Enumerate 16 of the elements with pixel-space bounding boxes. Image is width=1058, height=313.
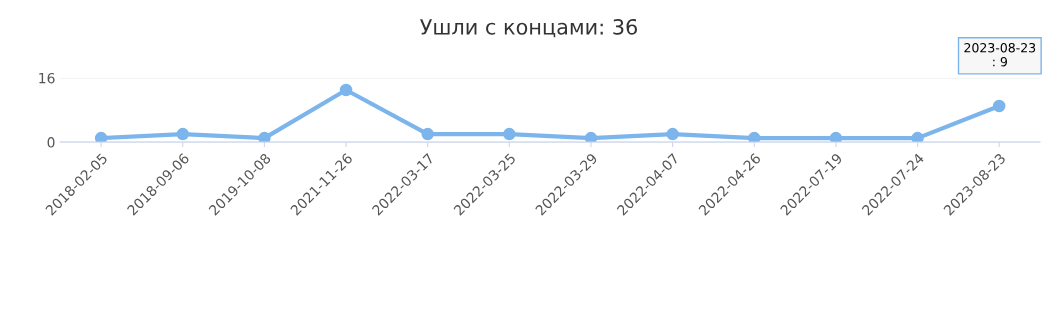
- y-tick-label: 0: [47, 137, 55, 148]
- point: [176, 127, 190, 141]
- point: [666, 127, 679, 141]
- point: [339, 83, 353, 97]
- point: [992, 99, 1006, 113]
- chart-title: Ушли с концами: 36: [420, 18, 637, 38]
- point: [911, 131, 924, 143]
- text: 2023-08-23 : 9: [964, 42, 1036, 67]
- point: [829, 131, 843, 143]
- y-tick-label: 16: [39, 72, 55, 84]
- point: [748, 131, 761, 143]
- point: [94, 131, 108, 143]
- point: [258, 131, 271, 143]
- point: [421, 127, 434, 141]
- point: [584, 131, 598, 143]
- point: [503, 127, 516, 141]
